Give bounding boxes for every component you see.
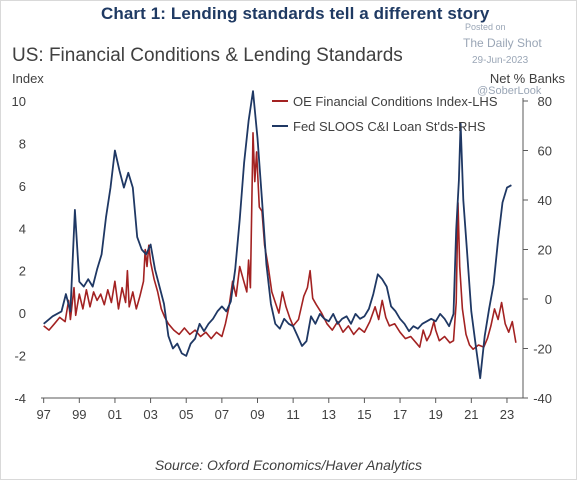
x-tick-label: 13: [322, 407, 336, 422]
x-tick-label: 17: [393, 407, 407, 422]
y-left-tick-label: -4: [14, 391, 26, 406]
source-note: Source: Oxford Economics/Haver Analytics: [154, 457, 423, 473]
x-tick-label: 19: [428, 407, 442, 422]
x-tick-label: 21: [464, 407, 478, 422]
y-left-axis-title: Index: [12, 71, 44, 86]
y-right-tick-label: 80: [538, 94, 552, 109]
y-left-tick-label: 2: [19, 264, 26, 279]
y-left-tick-label: 0: [19, 306, 26, 321]
legend-label: OE Financial Conditions Index-LHS: [293, 94, 498, 109]
y-right-tick-label: 20: [538, 243, 552, 258]
watermark-handle: @SoberLook: [477, 85, 542, 97]
watermark-date: 29-Jun-2023: [472, 55, 529, 66]
series-line-sloos: [43, 90, 512, 380]
y-left-tick-label: 6: [19, 179, 26, 194]
y-right-tick-label: -20: [533, 342, 552, 357]
y-right-tick-label: 0: [545, 292, 552, 307]
x-tick-label: 15: [357, 407, 371, 422]
y-left-tick-label: 10: [12, 94, 26, 109]
series-line-ofci: [43, 132, 517, 350]
x-tick-label: 07: [215, 407, 229, 422]
y-left-tick-label: -2: [14, 349, 26, 364]
banner-title: Chart 1: Lending standards tell a differ…: [101, 4, 490, 23]
x-tick-label: 97: [36, 407, 50, 422]
x-tick-label: 03: [143, 407, 157, 422]
x-tick-label: 05: [179, 407, 193, 422]
y-right-tick-label: 40: [538, 193, 552, 208]
legend-label: Fed SLOOS C&I Loan St'ds-RHS: [293, 119, 486, 134]
series-group: [43, 90, 517, 380]
chart-title: US: Financial Conditions & Lending Stand…: [12, 45, 403, 66]
x-tick-label: 11: [286, 407, 300, 422]
labels-group: 97 99 01 03 05 07 09 11 13 15 17 19 21 23-4-20246810-…: [12, 71, 566, 422]
x-tick-label: 23: [500, 407, 514, 422]
y-right-tick-label: 60: [538, 144, 552, 159]
watermark-brand: The Daily Shot: [463, 36, 542, 50]
x-tick-label: 09: [250, 407, 264, 422]
legend: OE Financial Conditions Index-LHS Fed SLO…: [272, 94, 498, 134]
y-right-tick-label: -40: [533, 391, 552, 406]
x-tick-label: 01: [108, 407, 122, 422]
axes-group: [41, 98, 528, 403]
y-left-tick-label: 4: [19, 221, 26, 236]
x-tick-label: 99: [72, 407, 86, 422]
y-right-axis-title: Net % Banks: [490, 71, 566, 86]
y-left-tick-label: 8: [19, 136, 26, 151]
watermark-posted: Posted on: [465, 22, 506, 32]
